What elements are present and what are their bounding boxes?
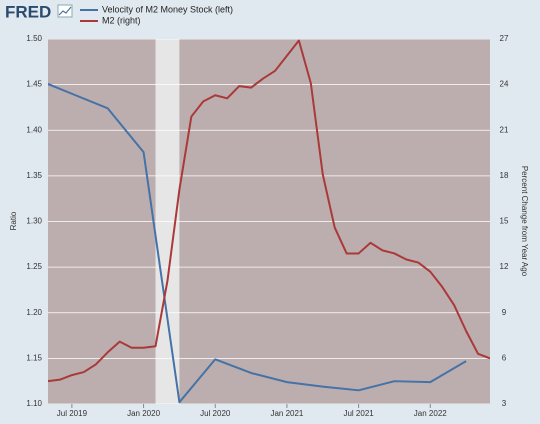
logo-icon-line — [58, 6, 72, 16]
logo-icon — [57, 4, 73, 18]
y-tick-label: 1.10 — [26, 399, 42, 408]
series-line — [48, 82, 467, 404]
y2-tick-label: 3 — [502, 399, 507, 408]
y2-tick-label: 24 — [500, 80, 509, 89]
y2-tick-label: 27 — [500, 34, 509, 43]
y-tick-label: 1.20 — [26, 308, 42, 317]
y2-tick-label: 18 — [500, 171, 509, 180]
y2-tick-label: 15 — [500, 217, 509, 226]
legend-entry: M2 (right) — [102, 15, 141, 25]
y-tick-label: 1.45 — [26, 80, 42, 89]
y-tick-label: 1.50 — [26, 34, 42, 43]
y-tick-label: 1.35 — [26, 171, 42, 180]
y-axis-title: Ratio — [9, 211, 18, 230]
x-tick-label: Jul 2020 — [200, 409, 231, 418]
series-line — [48, 39, 490, 383]
y-tick-label: 1.25 — [26, 262, 42, 271]
y2-tick-label: 12 — [500, 262, 509, 271]
y2-tick-label: 6 — [502, 353, 507, 362]
y-tick-label: 1.15 — [26, 353, 42, 362]
y2-tick-label: 21 — [500, 125, 509, 134]
logo: FRED — [5, 2, 51, 21]
y-tick-label: 1.40 — [26, 125, 42, 134]
plot-layer — [48, 39, 490, 404]
y-tick-label: 1.30 — [26, 217, 42, 226]
x-tick-label: Jan 2020 — [127, 409, 160, 418]
x-tick-label: Jul 2019 — [57, 409, 88, 418]
x-tick-label: Jan 2022 — [414, 409, 447, 418]
x-tick-label: Jan 2021 — [270, 409, 303, 418]
legend-entry: Velocity of M2 Money Stock (left) — [102, 4, 233, 14]
x-tick-label: Jul 2021 — [343, 409, 374, 418]
y2-tick-label: 9 — [502, 308, 507, 317]
y2-axis-title: Percent Change from Year Ago — [520, 166, 529, 277]
